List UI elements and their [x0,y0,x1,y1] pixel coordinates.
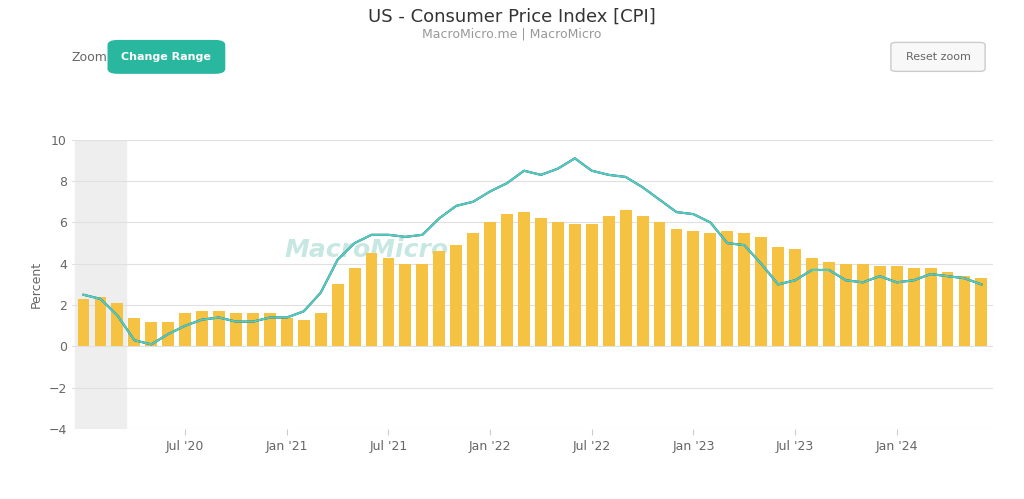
Bar [976,278,987,346]
Text: Zoom: Zoom [72,51,108,64]
Text: US - Consumer Price Index [CPI]: US - Consumer Price Index [CPI] [368,7,656,25]
Bar [687,231,699,346]
Bar [230,313,242,346]
Bar [298,319,309,346]
Bar [348,268,360,346]
Bar [620,210,632,346]
Bar [721,231,733,346]
Text: MacroMicro: MacroMicro [285,238,449,261]
Bar [399,264,412,346]
Bar [75,140,126,429]
Bar [332,284,344,346]
Bar [772,247,784,346]
Bar [467,233,479,346]
Bar [925,268,937,346]
Bar [806,257,818,346]
Bar [213,311,225,346]
Bar [94,297,106,346]
Text: Change Range: Change Range [122,52,211,62]
Bar [705,233,717,346]
Bar [197,311,208,346]
Bar [179,313,191,346]
Bar [857,264,868,346]
Bar [840,264,852,346]
Text: MacroMicro.me | MacroMicro: MacroMicro.me | MacroMicro [422,27,602,40]
Bar [417,264,428,346]
Bar [112,303,123,346]
Bar [552,223,564,346]
Bar [756,237,767,346]
Bar [958,276,971,346]
Bar [942,272,953,346]
Bar [586,225,598,346]
Text: Reset zoom: Reset zoom [905,52,971,62]
Bar [433,251,445,346]
Bar [366,253,378,346]
Bar [569,225,581,346]
Y-axis label: Percent: Percent [30,261,43,308]
Bar [790,250,801,346]
Bar [907,268,920,346]
Bar [637,216,648,346]
Bar [518,212,530,346]
Bar [891,266,902,346]
Bar [501,214,513,346]
Bar [484,223,496,346]
Bar [738,233,751,346]
Bar [603,216,614,346]
Bar [823,261,835,346]
Bar [128,317,140,346]
Bar [264,313,275,346]
Bar [145,322,158,346]
Bar [671,229,682,346]
Bar [383,257,394,346]
Bar [247,313,259,346]
Bar [163,322,174,346]
Bar [314,313,327,346]
Bar [535,218,547,346]
Bar [873,266,886,346]
Bar [78,299,89,346]
Bar [653,223,666,346]
Bar [451,245,462,346]
Bar [281,317,293,346]
